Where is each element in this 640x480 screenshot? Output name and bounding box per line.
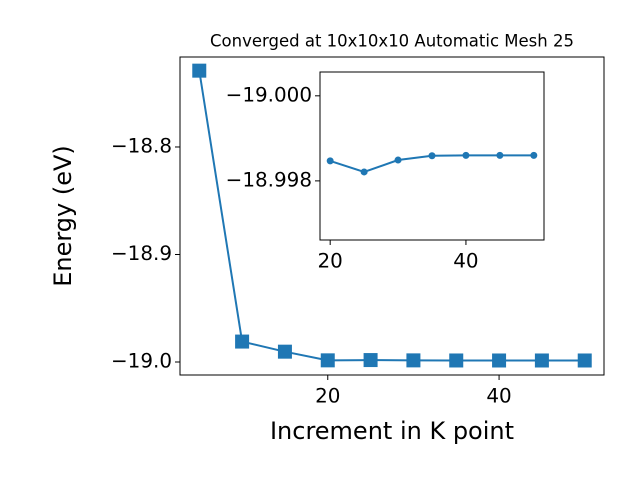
chart-title: Converged at 10x10x10 Automatic Mesh 25 <box>210 32 574 51</box>
marker <box>406 353 421 368</box>
y-tick-label: −18.9 <box>111 242 172 265</box>
marker <box>449 353 464 368</box>
series-line <box>198 70 585 362</box>
marker <box>577 353 592 368</box>
marker <box>394 156 402 164</box>
marker <box>326 157 334 165</box>
marker <box>496 151 504 159</box>
x-tick-label: 20 <box>315 385 340 408</box>
marker <box>360 168 368 176</box>
axes-frame <box>179 56 605 376</box>
y-tick-label: −18.8 <box>111 134 172 157</box>
marker <box>320 353 335 368</box>
marker <box>492 353 507 368</box>
y-tick-label: −18.998 <box>226 168 312 191</box>
axes-frame <box>319 71 545 241</box>
x-tick-label: 40 <box>486 385 511 408</box>
y-tick-label: −19.0 <box>111 349 172 372</box>
marker <box>363 353 378 368</box>
y-tick-label: −19.000 <box>226 83 312 106</box>
marker <box>462 151 470 159</box>
marker <box>277 344 292 359</box>
x-tick-label: 40 <box>453 250 478 273</box>
x-axis-label: Increment in K point <box>270 417 514 445</box>
marker <box>534 353 549 368</box>
marker <box>192 63 207 78</box>
x-tick-label: 20 <box>318 250 343 273</box>
marker <box>530 151 538 159</box>
marker <box>235 334 250 349</box>
y-axis-label: Energy (eV) <box>49 145 77 287</box>
marker <box>428 152 436 160</box>
